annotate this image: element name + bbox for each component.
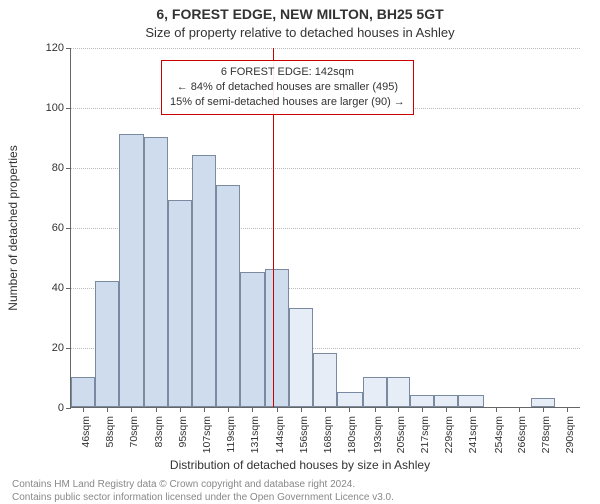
y-axis-label: Number of detached properties: [6, 63, 20, 228]
x-tick-mark: [204, 407, 205, 412]
x-tick-label: 278sqm: [540, 416, 552, 460]
x-tick-label: 58sqm: [104, 416, 116, 460]
x-tick-mark: [180, 407, 181, 412]
histogram-bar: [531, 398, 555, 407]
x-tick-mark: [543, 407, 544, 412]
x-tick-mark: [496, 407, 497, 412]
x-tick-label: 46sqm: [80, 416, 92, 460]
x-tick-mark: [156, 407, 157, 412]
annotation-box: 6 FOREST EDGE: 142sqm← 84% of detached h…: [161, 60, 414, 115]
y-tick-mark: [66, 408, 71, 409]
x-tick-label: 241sqm: [467, 416, 479, 460]
x-tick-label: 205sqm: [395, 416, 407, 460]
footer-line-1: Contains HM Land Registry data © Crown c…: [12, 478, 394, 491]
x-tick-mark: [277, 407, 278, 412]
x-tick-mark: [107, 407, 108, 412]
x-tick-label: 131sqm: [249, 416, 261, 460]
x-tick-label: 254sqm: [493, 416, 505, 460]
plot-area: 6 FOREST EDGE: 142sqm← 84% of detached h…: [70, 48, 580, 408]
x-tick-label: 290sqm: [564, 416, 576, 460]
x-tick-mark: [325, 407, 326, 412]
x-tick-label: 144sqm: [274, 416, 286, 460]
x-tick-mark: [446, 407, 447, 412]
histogram-bar: [71, 377, 95, 407]
histogram-bar: [119, 134, 145, 407]
y-tick-mark: [66, 48, 71, 49]
y-tick-mark: [66, 168, 71, 169]
y-tick-label: 0: [34, 402, 64, 414]
y-tick-label: 40: [34, 282, 64, 294]
x-tick-mark: [252, 407, 253, 412]
x-tick-mark: [470, 407, 471, 412]
chart-title: 6, FOREST EDGE, NEW MILTON, BH25 5GT: [0, 6, 600, 22]
footer-line-2: Contains public sector information licen…: [12, 491, 394, 504]
x-tick-label: 266sqm: [516, 416, 528, 460]
y-tick-label: 120: [34, 42, 64, 54]
y-tick-label: 60: [34, 222, 64, 234]
x-tick-label: 156sqm: [298, 416, 310, 460]
x-tick-mark: [398, 407, 399, 412]
annotation-line-2: ← 84% of detached houses are smaller (49…: [170, 80, 405, 95]
histogram-bar: [337, 392, 363, 407]
x-tick-label: 119sqm: [225, 416, 237, 460]
histogram-bar: [192, 155, 216, 407]
x-tick-label: 83sqm: [153, 416, 165, 460]
histogram-bar: [265, 269, 289, 407]
x-tick-mark: [422, 407, 423, 412]
histogram-bar: [434, 395, 458, 407]
histogram-bar: [289, 308, 313, 407]
x-tick-mark: [301, 407, 302, 412]
histogram-bar: [387, 377, 411, 407]
x-tick-mark: [228, 407, 229, 412]
x-tick-label: 193sqm: [372, 416, 384, 460]
x-tick-mark: [519, 407, 520, 412]
histogram-bar: [410, 395, 434, 407]
grid-line: [71, 48, 580, 49]
histogram-bar: [168, 200, 192, 407]
histogram-bar: [216, 185, 240, 407]
y-tick-mark: [66, 348, 71, 349]
x-axis-label: Distribution of detached houses by size …: [0, 458, 600, 472]
chart-container: 6, FOREST EDGE, NEW MILTON, BH25 5GT Siz…: [0, 0, 600, 500]
chart-subtitle: Size of property relative to detached ho…: [0, 25, 600, 40]
y-tick-mark: [66, 288, 71, 289]
annotation-line-3: 15% of semi-detached houses are larger (…: [170, 95, 405, 110]
x-tick-mark: [131, 407, 132, 412]
x-tick-label: 70sqm: [128, 416, 140, 460]
x-tick-mark: [83, 407, 84, 412]
annotation-line-1: 6 FOREST EDGE: 142sqm: [170, 65, 405, 80]
x-tick-label: 229sqm: [443, 416, 455, 460]
histogram-bar: [240, 272, 266, 407]
x-tick-label: 180sqm: [346, 416, 358, 460]
histogram-bar: [458, 395, 484, 407]
y-tick-mark: [66, 108, 71, 109]
x-tick-mark: [349, 407, 350, 412]
histogram-bar: [144, 137, 168, 407]
x-tick-label: 217sqm: [419, 416, 431, 460]
x-tick-label: 95sqm: [177, 416, 189, 460]
y-tick-label: 100: [34, 102, 64, 114]
histogram-bar: [95, 281, 119, 407]
y-tick-label: 20: [34, 342, 64, 354]
x-tick-label: 168sqm: [322, 416, 334, 460]
histogram-bar: [313, 353, 337, 407]
x-tick-label: 107sqm: [201, 416, 213, 460]
y-tick-mark: [66, 228, 71, 229]
footer-attribution: Contains HM Land Registry data © Crown c…: [12, 478, 394, 504]
x-tick-mark: [567, 407, 568, 412]
histogram-bar: [363, 377, 387, 407]
x-tick-mark: [375, 407, 376, 412]
y-tick-label: 80: [34, 162, 64, 174]
